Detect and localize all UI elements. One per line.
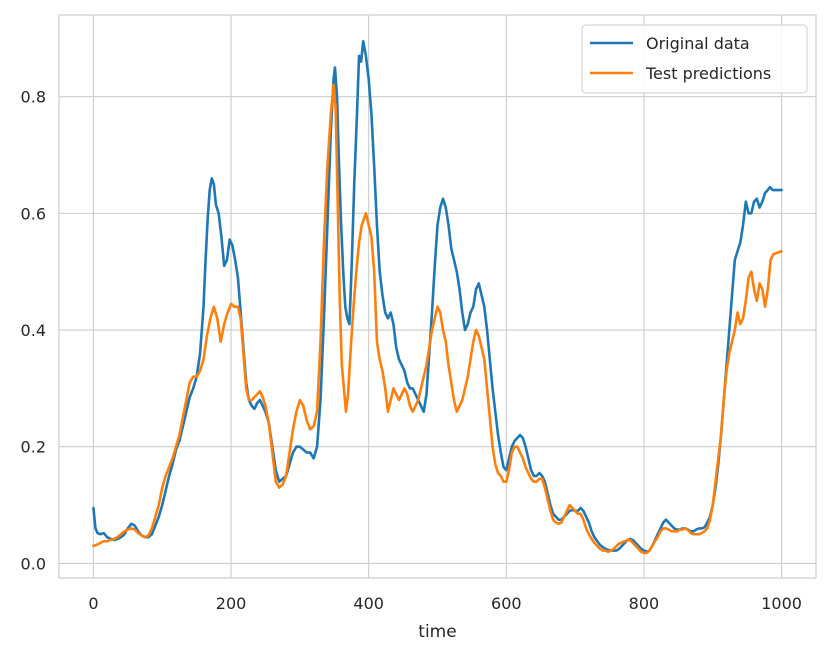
x-tick-label: 200 bbox=[216, 594, 247, 613]
series-line-test-predictions bbox=[92, 83, 783, 555]
x-tick-label: 1000 bbox=[761, 594, 802, 613]
tick-labels: 0 200 400 600 800 1000 0.0 0.2 0.4 0.6 0.8 bbox=[21, 88, 802, 613]
grid-lines bbox=[59, 15, 816, 578]
legend-label-original: Original data bbox=[646, 34, 750, 53]
y-tick-label: 0.6 bbox=[21, 204, 46, 223]
y-tick-label: 0.0 bbox=[21, 554, 46, 573]
x-tick-label: 800 bbox=[629, 594, 660, 613]
plot-area bbox=[58, 14, 817, 579]
y-tick-label: 0.2 bbox=[21, 438, 46, 457]
x-axis-label: time bbox=[418, 622, 456, 642]
x-tick-label: 400 bbox=[353, 594, 384, 613]
legend-label-predictions: Test predictions bbox=[645, 64, 771, 83]
x-tick-label: 0 bbox=[88, 594, 98, 613]
x-tick-label: 600 bbox=[491, 594, 522, 613]
y-tick-label: 0.8 bbox=[21, 88, 46, 107]
y-tick-label: 0.4 bbox=[21, 321, 46, 340]
series-group bbox=[92, 39, 783, 555]
series-line-original-data bbox=[92, 39, 783, 554]
legend: Original data Test predictions bbox=[581, 24, 808, 94]
legend-box bbox=[581, 24, 808, 94]
